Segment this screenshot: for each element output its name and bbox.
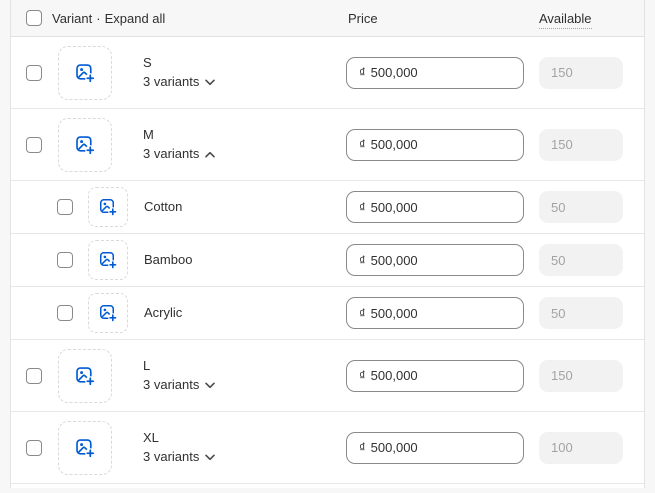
variant-column-header: Variant · Expand all <box>52 11 165 26</box>
variants-toggle[interactable]: 3 variants <box>143 146 216 162</box>
price-field: ₫ <box>346 431 524 464</box>
add-image-icon <box>76 135 96 155</box>
row-checkbox[interactable] <box>57 199 73 215</box>
variant-row: M 3 variants ₫ <box>11 109 644 181</box>
select-all-checkbox[interactable] <box>26 10 42 26</box>
price-column-header: Price <box>348 11 378 26</box>
add-image-icon <box>76 63 96 83</box>
available-column-label: Available <box>539 10 592 29</box>
add-image-button[interactable] <box>88 293 128 333</box>
variants-count-label: 3 variants <box>143 377 200 392</box>
variants-count-label: 3 variants <box>143 449 200 464</box>
currency-prefix: ₫ <box>359 137 366 152</box>
row-checkbox[interactable] <box>26 136 42 153</box>
add-image-button[interactable] <box>58 420 112 475</box>
row-checkbox[interactable] <box>57 252 73 268</box>
price-field: ₫ <box>346 191 524 223</box>
variants-count-label: 3 variants <box>143 146 200 161</box>
variant-title: XL <box>143 430 159 445</box>
variants-toggle[interactable]: 3 variants <box>143 449 216 465</box>
add-image-icon <box>100 252 118 270</box>
add-image-button[interactable] <box>58 117 112 172</box>
price-field: ₫ <box>346 359 524 392</box>
add-image-button[interactable] <box>88 187 128 227</box>
chevron-down-icon <box>205 454 216 460</box>
price-input[interactable] <box>370 199 511 215</box>
row-checkbox[interactable] <box>57 305 73 321</box>
variant-row: S 3 variants ₫ <box>11 37 644 109</box>
variant-title: Acrylic <box>144 305 183 320</box>
variant-column-label: Variant <box>52 10 93 26</box>
currency-prefix: ₫ <box>359 368 366 383</box>
add-image-button[interactable] <box>58 348 112 403</box>
variants-table: Variant · Expand all Price Available <box>10 0 645 488</box>
available-input <box>539 297 623 329</box>
variant-title: M <box>143 127 154 142</box>
variants-rows: S 3 variants ₫ <box>11 37 644 484</box>
variant-title: S <box>143 55 152 70</box>
price-input[interactable] <box>370 440 511 455</box>
currency-prefix: ₫ <box>359 199 366 215</box>
price-field: ₫ <box>346 128 524 161</box>
available-input <box>539 359 623 392</box>
price-input[interactable] <box>370 65 511 80</box>
child-variant-row: Cotton ₫ <box>11 181 644 234</box>
variant-row: L 3 variants ₫ <box>11 340 644 412</box>
variant-title: Bamboo <box>144 252 193 267</box>
row-checkbox[interactable] <box>26 367 42 384</box>
row-checkbox[interactable] <box>26 439 42 456</box>
add-image-icon <box>100 199 118 217</box>
price-field: ₫ <box>346 297 524 329</box>
price-input[interactable] <box>370 137 511 152</box>
add-image-icon <box>76 366 96 386</box>
chevron-down-icon <box>205 382 216 388</box>
available-column-header[interactable]: Available <box>539 10 592 29</box>
currency-prefix: ₫ <box>359 305 366 321</box>
price-column-label: Price <box>348 10 378 26</box>
chevron-up-icon <box>205 151 216 157</box>
currency-prefix: ₫ <box>359 65 366 80</box>
child-variant-row: Bamboo ₫ <box>11 234 644 287</box>
price-input[interactable] <box>370 368 511 383</box>
currency-prefix: ₫ <box>359 440 366 455</box>
variants-toggle[interactable]: 3 variants <box>143 74 216 90</box>
available-input <box>539 244 623 276</box>
add-image-icon <box>100 305 118 323</box>
price-input[interactable] <box>370 252 511 268</box>
available-input <box>539 431 623 464</box>
chevron-down-icon <box>205 79 216 85</box>
variants-count-label: 3 variants <box>143 74 200 89</box>
add-image-icon <box>76 438 96 458</box>
add-image-button[interactable] <box>88 240 128 280</box>
currency-prefix: ₫ <box>359 252 366 268</box>
expand-all-button[interactable]: Expand all <box>104 10 166 26</box>
variant-title: L <box>143 358 151 373</box>
available-input <box>539 56 623 89</box>
add-image-button[interactable] <box>58 45 112 100</box>
variants-table-header: Variant · Expand all Price Available <box>11 0 644 37</box>
price-input[interactable] <box>370 305 511 321</box>
price-field: ₫ <box>346 244 524 276</box>
variant-title: Cotton <box>144 199 183 214</box>
row-checkbox[interactable] <box>26 64 42 81</box>
child-variant-row: Acrylic ₫ <box>11 287 644 340</box>
available-input <box>539 128 623 161</box>
variant-row: XL 3 variants ₫ <box>11 412 644 484</box>
variants-toggle[interactable]: 3 variants <box>143 377 216 393</box>
available-input <box>539 191 623 223</box>
header-separator: · <box>96 10 101 26</box>
price-field: ₫ <box>346 56 524 89</box>
